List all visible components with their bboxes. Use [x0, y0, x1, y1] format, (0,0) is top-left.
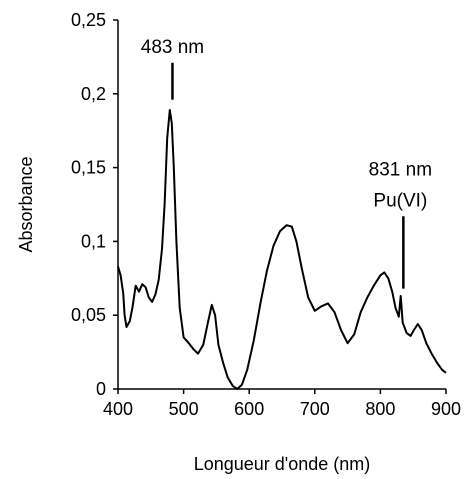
y-tick-label: 0,05	[71, 305, 106, 325]
x-tick-label: 700	[300, 399, 330, 419]
x-axis-ticks: 400 500 600 700 800 900	[103, 389, 461, 419]
y-tick-label: 0,1	[81, 231, 106, 251]
x-tick-label: 400	[103, 399, 133, 419]
axes	[117, 20, 446, 390]
spectrum-line	[117, 109, 447, 390]
annotation-label: Pu(VI)	[373, 190, 427, 211]
y-axis-ticks: 0 0,05 0,1 0,15 0,2 0,25	[71, 10, 118, 399]
x-axis-label: Longueur d'onde (nm)	[194, 454, 371, 474]
y-tick-label: 0,15	[71, 158, 106, 178]
y-tick-label: 0	[96, 379, 106, 399]
x-tick-label: 800	[365, 399, 395, 419]
annotation-label: 831 nm	[369, 159, 432, 180]
peak-annotations: 483 nm 831 nm Pu(VI)	[141, 37, 432, 289]
x-tick-label: 600	[234, 399, 264, 419]
y-tick-label: 0,25	[71, 10, 106, 30]
y-axis-label: Absorbance	[16, 156, 36, 252]
annotation-label: 483 nm	[141, 37, 204, 58]
x-tick-label: 900	[431, 399, 461, 419]
y-tick-label: 0,2	[81, 84, 106, 104]
x-tick-label: 500	[169, 399, 199, 419]
